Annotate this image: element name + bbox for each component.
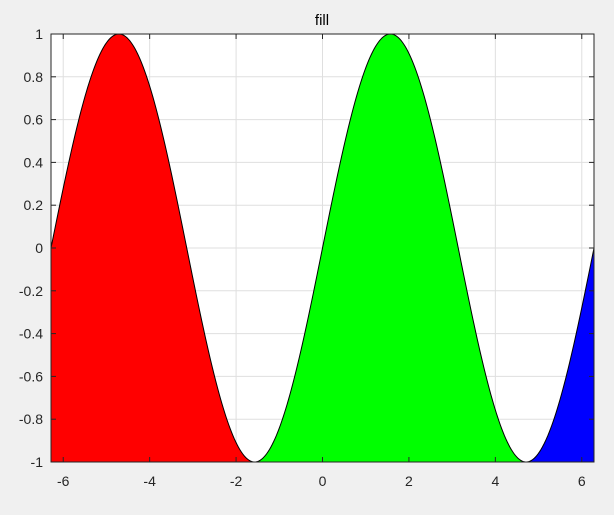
y-tick-labels: 1 0.8 0.6 0.4 0.2 0 -0.2 -0.4 -0.6 -0.8 -1 bbox=[19, 26, 43, 470]
y-tick-label: -0.8 bbox=[19, 411, 43, 427]
x-tick-label: 4 bbox=[491, 473, 499, 489]
x-tick-label: 6 bbox=[578, 473, 586, 489]
y-tick-label: -0.6 bbox=[19, 368, 43, 384]
axis-ticks bbox=[51, 33, 594, 463]
fill-area-3 bbox=[526, 248, 594, 462]
y-tick-label: 0.4 bbox=[24, 154, 44, 170]
y-tick-label: 0.6 bbox=[24, 112, 44, 128]
x-tick-label: -2 bbox=[230, 473, 243, 489]
x-tick-label: -6 bbox=[57, 473, 70, 489]
x-tick-labels: -6 -4 -2 0 2 4 6 bbox=[57, 473, 586, 489]
x-tick-label: 2 bbox=[405, 473, 413, 489]
y-tick-label: 1 bbox=[35, 26, 43, 42]
y-tick-label: 0 bbox=[35, 240, 43, 256]
x-tick-label: 0 bbox=[319, 473, 327, 489]
y-tick-label: -1 bbox=[31, 454, 44, 470]
fill-area-1 bbox=[51, 34, 255, 462]
y-tick-label: -0.4 bbox=[19, 326, 43, 342]
fill-areas bbox=[51, 34, 594, 462]
y-tick-label: 0.2 bbox=[24, 197, 44, 213]
y-tick-label: -0.2 bbox=[19, 283, 43, 299]
chart-title: fill bbox=[315, 12, 329, 29]
fill-area-2 bbox=[254, 34, 527, 462]
sine-curve bbox=[50, 33, 595, 463]
y-tick-label: 0.8 bbox=[24, 69, 44, 85]
x-tick-label: -4 bbox=[143, 473, 156, 489]
